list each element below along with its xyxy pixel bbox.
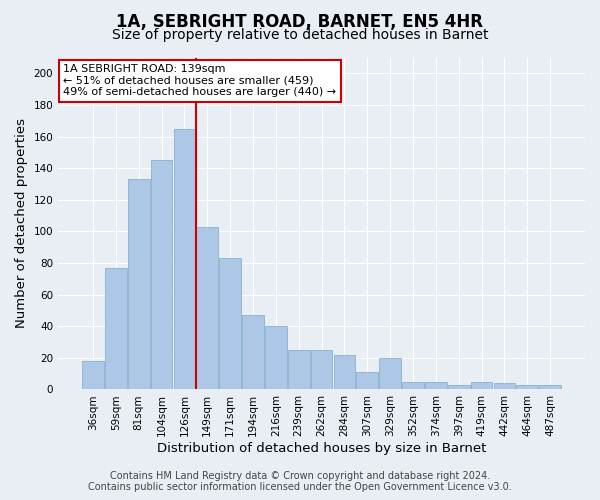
Bar xyxy=(265,326,287,390)
Bar xyxy=(334,354,355,390)
Bar xyxy=(471,382,493,390)
Bar xyxy=(402,382,424,390)
Bar xyxy=(425,382,447,390)
Bar xyxy=(105,268,127,390)
Bar xyxy=(539,384,561,390)
Bar xyxy=(82,361,104,390)
Text: 1A SEBRIGHT ROAD: 139sqm
← 51% of detached houses are smaller (459)
49% of semi-: 1A SEBRIGHT ROAD: 139sqm ← 51% of detach… xyxy=(64,64,337,98)
Bar xyxy=(196,226,218,390)
X-axis label: Distribution of detached houses by size in Barnet: Distribution of detached houses by size … xyxy=(157,442,486,455)
Bar xyxy=(517,384,538,390)
Bar xyxy=(379,358,401,390)
Bar xyxy=(311,350,332,390)
Bar xyxy=(288,350,310,390)
Bar xyxy=(173,128,195,390)
Bar xyxy=(356,372,378,390)
Bar xyxy=(128,179,149,390)
Bar xyxy=(219,258,241,390)
Text: Contains HM Land Registry data © Crown copyright and database right 2024.
Contai: Contains HM Land Registry data © Crown c… xyxy=(88,471,512,492)
Bar xyxy=(448,384,470,390)
Text: 1A, SEBRIGHT ROAD, BARNET, EN5 4HR: 1A, SEBRIGHT ROAD, BARNET, EN5 4HR xyxy=(116,12,484,30)
Y-axis label: Number of detached properties: Number of detached properties xyxy=(15,118,28,328)
Bar xyxy=(151,160,172,390)
Bar xyxy=(494,383,515,390)
Bar xyxy=(242,315,264,390)
Text: Size of property relative to detached houses in Barnet: Size of property relative to detached ho… xyxy=(112,28,488,42)
